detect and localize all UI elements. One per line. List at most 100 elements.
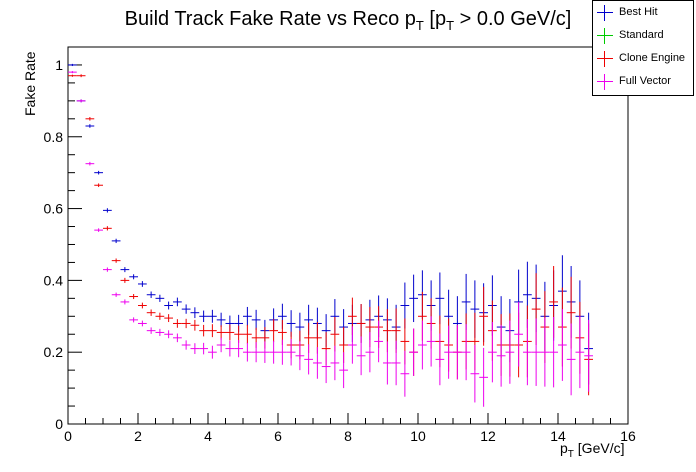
x-tick-label: 0 xyxy=(64,428,72,444)
data-point xyxy=(216,337,226,353)
legend: Best Hit Standard Clone Engine Full Vect… xyxy=(592,0,694,96)
data-point xyxy=(409,328,418,376)
data-point xyxy=(461,324,471,381)
data-point xyxy=(234,339,243,358)
data-point xyxy=(356,304,366,343)
data-point xyxy=(243,306,252,326)
data-point xyxy=(540,317,550,387)
data-point xyxy=(129,294,138,300)
y-tick-label: 0.4 xyxy=(44,272,64,288)
legend-label: Standard xyxy=(619,29,664,41)
data-point xyxy=(76,74,86,78)
x-tick-label: 12 xyxy=(480,428,496,444)
data-point xyxy=(251,342,261,363)
data-point xyxy=(549,317,558,388)
legend-label: Full Vector xyxy=(619,75,671,87)
data-point xyxy=(470,345,480,403)
data-point xyxy=(505,320,515,384)
data-point xyxy=(269,340,278,364)
data-point xyxy=(321,350,331,384)
legend-item-clone-engine: Clone Engine xyxy=(593,49,693,71)
data-point xyxy=(216,325,226,340)
data-point xyxy=(111,238,121,244)
data-point xyxy=(216,312,226,328)
data-point xyxy=(111,258,121,263)
data-point xyxy=(164,301,173,310)
data-point xyxy=(164,330,173,339)
data-point xyxy=(208,345,217,359)
data-point xyxy=(120,277,130,283)
data-point xyxy=(85,161,95,166)
data-point xyxy=(313,347,322,379)
legend-marker-standard xyxy=(597,26,613,46)
data-point xyxy=(295,341,305,371)
data-point xyxy=(94,170,103,175)
data-point xyxy=(103,226,112,231)
y-tick-label: 0.2 xyxy=(44,344,64,360)
data-point xyxy=(181,304,191,314)
data-point xyxy=(566,323,576,396)
data-point xyxy=(243,342,252,362)
data-point xyxy=(129,317,138,323)
legend-marker-clone-engine xyxy=(597,49,613,69)
data-point xyxy=(155,328,165,337)
data-point xyxy=(409,274,418,323)
data-point xyxy=(155,294,165,302)
data-point xyxy=(374,320,383,363)
data-point xyxy=(173,319,182,328)
data-point xyxy=(173,333,182,343)
data-point xyxy=(199,342,208,355)
data-point xyxy=(286,338,296,366)
x-tick-label: 14 xyxy=(550,428,566,444)
x-tick-label: 2 xyxy=(134,428,142,444)
data-point xyxy=(400,350,410,397)
data-point xyxy=(435,333,445,386)
data-point xyxy=(496,324,506,387)
data-point xyxy=(146,327,156,334)
legend-item-standard: Standard xyxy=(593,26,693,48)
data-point xyxy=(85,124,95,128)
series-layer xyxy=(68,63,593,407)
data-point xyxy=(269,319,278,343)
data-point xyxy=(225,324,235,341)
y-tick-label: 0 xyxy=(55,416,63,432)
plot-border xyxy=(67,46,629,425)
data-point xyxy=(523,319,532,386)
chart-title: Build Track Fake Rate vs Reco pT [pT > 0… xyxy=(124,8,572,33)
data-point xyxy=(146,309,156,316)
x-tick-label: 6 xyxy=(274,428,282,444)
x-tick-label: 4 xyxy=(204,428,212,444)
data-point xyxy=(94,228,103,232)
x-tick-label: 16 xyxy=(620,428,636,444)
data-point xyxy=(479,286,488,346)
data-point xyxy=(181,340,191,350)
data-point xyxy=(365,332,375,373)
y-tick-label: 0.8 xyxy=(44,129,64,145)
x-tick-label: 10 xyxy=(410,428,426,444)
data-point xyxy=(138,281,147,287)
data-point xyxy=(85,117,95,121)
legend-item-full-vector: Full Vector xyxy=(593,72,693,94)
data-point xyxy=(76,99,86,103)
data-point xyxy=(479,347,488,407)
x-axis-label: pT [GeV/c] xyxy=(560,440,625,460)
data-point xyxy=(558,309,567,381)
x-tick-label: 8 xyxy=(344,428,352,444)
y-tick-label: 1 xyxy=(55,57,63,73)
data-point xyxy=(488,322,497,383)
legend-marker-full-vector xyxy=(597,72,613,92)
data-point xyxy=(426,316,436,367)
data-point xyxy=(304,344,313,375)
data-point xyxy=(199,310,208,323)
series-full-vector xyxy=(68,71,593,407)
data-point xyxy=(103,267,112,272)
data-point xyxy=(164,314,173,323)
legend-label: Clone Engine xyxy=(619,52,686,64)
y-axis-label: Fake Rate xyxy=(22,51,38,116)
data-point xyxy=(68,71,77,74)
data-point xyxy=(208,324,217,338)
data-point xyxy=(453,324,462,380)
data-point xyxy=(103,208,112,213)
data-point xyxy=(68,74,77,77)
data-point xyxy=(383,341,392,385)
